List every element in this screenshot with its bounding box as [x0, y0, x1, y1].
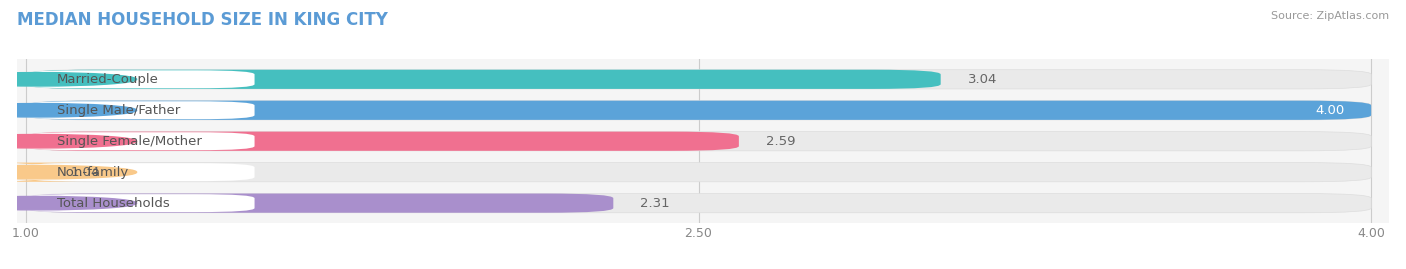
Text: Single Female/Mother: Single Female/Mother — [58, 135, 202, 148]
FancyBboxPatch shape — [25, 70, 941, 89]
Text: Source: ZipAtlas.com: Source: ZipAtlas.com — [1271, 11, 1389, 21]
FancyBboxPatch shape — [25, 132, 1371, 151]
Text: MEDIAN HOUSEHOLD SIZE IN KING CITY: MEDIAN HOUSEHOLD SIZE IN KING CITY — [17, 11, 388, 29]
FancyBboxPatch shape — [25, 162, 1371, 182]
Text: Total Households: Total Households — [58, 197, 170, 210]
Circle shape — [0, 196, 136, 210]
FancyBboxPatch shape — [25, 101, 1371, 120]
Text: 2.59: 2.59 — [766, 135, 796, 148]
Text: Married-Couple: Married-Couple — [58, 73, 159, 86]
Text: 4.00: 4.00 — [1315, 104, 1344, 117]
FancyBboxPatch shape — [21, 132, 254, 150]
Text: 1.04: 1.04 — [70, 166, 100, 179]
Circle shape — [0, 134, 136, 148]
FancyBboxPatch shape — [25, 194, 613, 213]
FancyBboxPatch shape — [25, 70, 1371, 89]
Text: Single Male/Father: Single Male/Father — [58, 104, 180, 117]
FancyBboxPatch shape — [25, 132, 740, 151]
Text: Non-family: Non-family — [58, 166, 129, 179]
FancyBboxPatch shape — [25, 194, 1371, 213]
FancyBboxPatch shape — [21, 163, 254, 181]
Text: 3.04: 3.04 — [967, 73, 997, 86]
Circle shape — [0, 104, 136, 117]
Text: 2.31: 2.31 — [640, 197, 669, 210]
FancyBboxPatch shape — [25, 101, 1371, 120]
FancyBboxPatch shape — [21, 101, 254, 119]
Circle shape — [0, 165, 136, 179]
FancyBboxPatch shape — [0, 162, 93, 182]
Circle shape — [0, 73, 136, 86]
FancyBboxPatch shape — [21, 70, 254, 88]
FancyBboxPatch shape — [21, 194, 254, 212]
